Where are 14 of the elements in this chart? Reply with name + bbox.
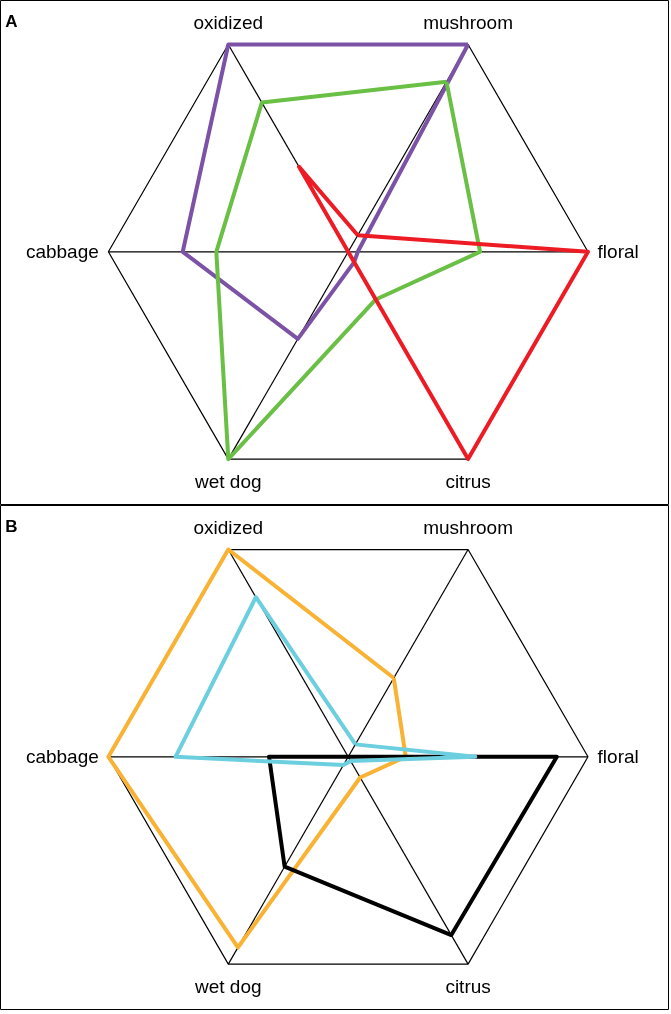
chart-title: A bbox=[5, 12, 18, 32]
chart-title: B bbox=[5, 517, 18, 537]
spoke-label: mushroom bbox=[423, 11, 513, 33]
spoke-label: mushroom bbox=[423, 516, 513, 538]
spoke-label: oxidized bbox=[193, 11, 264, 33]
spoke-label: cabbage bbox=[25, 241, 99, 263]
spoke-label: floral bbox=[597, 746, 639, 768]
spoke-label: citrus bbox=[445, 471, 491, 493]
spoke-label: floral bbox=[597, 241, 639, 263]
spoke-label: citrus bbox=[445, 976, 491, 998]
spoke-label: cabbage bbox=[25, 746, 99, 768]
spoke-label: wet dog bbox=[194, 976, 262, 998]
spoke-label: oxidized bbox=[193, 516, 264, 538]
spoke-label: wet dog bbox=[194, 471, 262, 493]
